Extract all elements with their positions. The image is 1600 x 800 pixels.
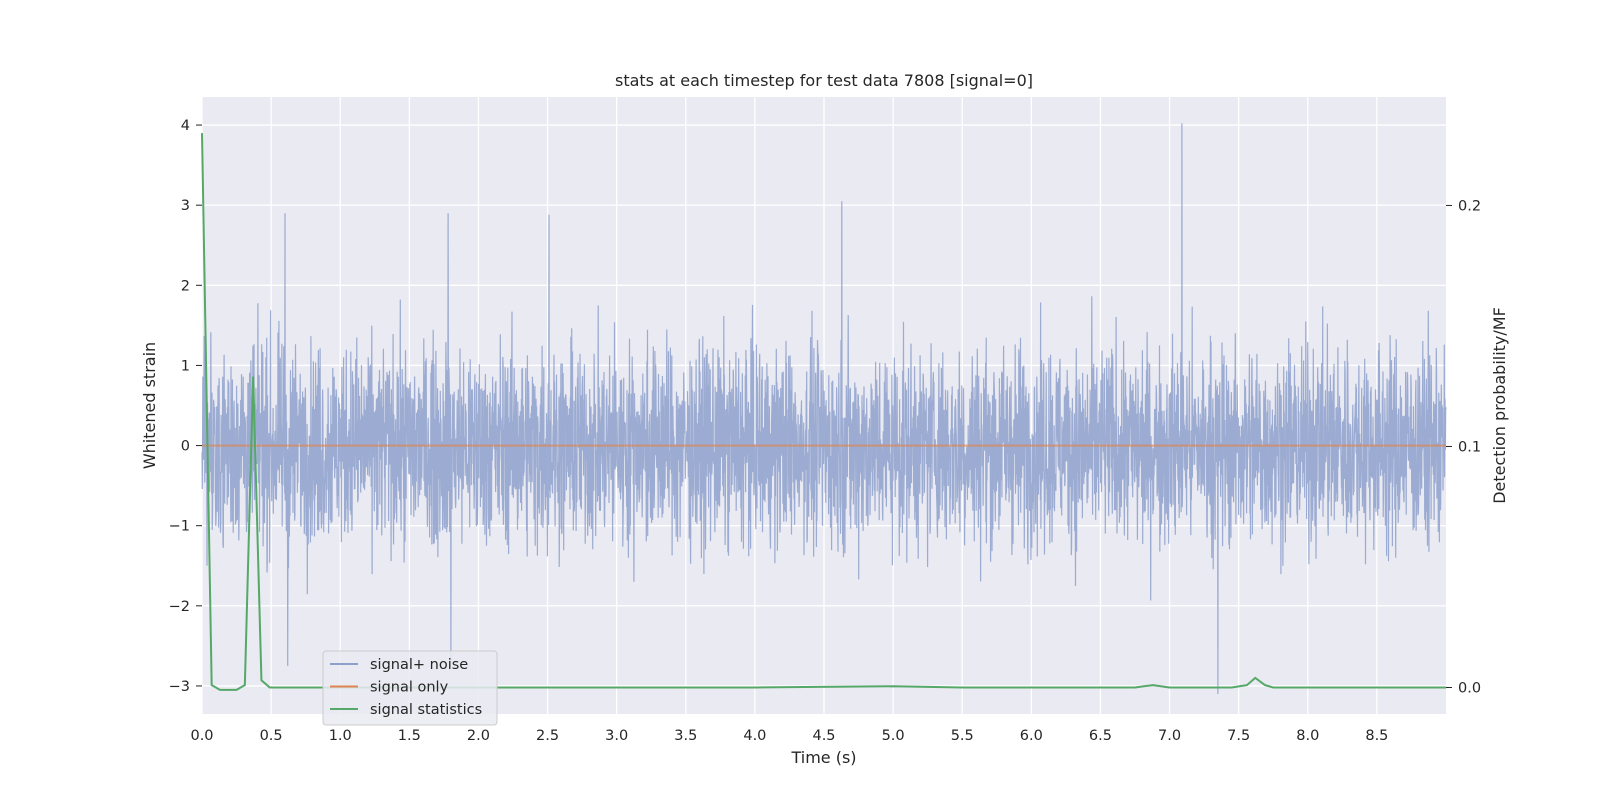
y2-tick-label: 0.2: [1458, 198, 1481, 214]
x-tick-label: 2.0: [467, 728, 490, 744]
legend-label: signal statistics: [370, 702, 482, 718]
legend-label: signal+ noise: [370, 657, 468, 673]
x-tick-label: 4.0: [743, 728, 766, 744]
x-tick-label: 3.0: [605, 728, 628, 744]
chart-title: stats at each timestep for test data 780…: [615, 71, 1033, 90]
y2-axis-label: Detection probability/MF: [1490, 307, 1509, 504]
x-tick-label: 8.0: [1296, 728, 1319, 744]
legend: signal+ noise signal only signal statistic…: [322, 650, 498, 726]
x-tick-label: 2.5: [536, 728, 559, 744]
y-tick-label: −3: [169, 679, 190, 695]
x-tick-label: 7.5: [1227, 728, 1250, 744]
x-tick-label: 5.0: [882, 728, 905, 744]
line-signal-statistics: [201, 133, 1446, 691]
x-tick-label: 0.5: [260, 728, 283, 744]
x-tick-label: 8.5: [1365, 728, 1388, 744]
x-tick-label: 0.0: [190, 728, 213, 744]
y-axis-ticks: −3 −2 −1 0 1 2 3 4: [169, 118, 202, 695]
x-tick-label: 7.0: [1158, 728, 1181, 744]
x-tick-label: 1.0: [329, 728, 352, 744]
line-signal-noise: [201, 123, 1447, 695]
y-axis-label: Whitened strain: [140, 342, 159, 469]
legend-box: [322, 650, 498, 726]
y-tick-label: −2: [169, 599, 190, 615]
y-tick-label: 0: [181, 439, 190, 455]
series-signal-noise: [201, 123, 1447, 695]
series-signal-statistics: [201, 133, 1446, 691]
x-axis-label: Time (s): [790, 748, 856, 767]
y-tick-label: 3: [181, 198, 190, 214]
y-tick-label: 1: [181, 358, 190, 374]
y-tick-label: 2: [181, 278, 190, 294]
y2-tick-label: 0.1: [1458, 439, 1481, 455]
y-tick-label: −1: [169, 519, 190, 535]
x-tick-label: 3.5: [674, 728, 697, 744]
y2-axis-ticks: 0.0 0.1 0.2: [1446, 198, 1481, 696]
y2-tick-label: 0.0: [1458, 680, 1481, 696]
y-tick-label: 4: [181, 118, 190, 134]
x-tick-label: 6.5: [1089, 728, 1112, 744]
x-tick-label: 6.0: [1020, 728, 1043, 744]
legend-label: signal only: [370, 680, 449, 696]
x-tick-label: 4.5: [812, 728, 835, 744]
x-tick-label: 1.5: [398, 728, 421, 744]
x-axis-ticks: 0.0 0.5 1.0 1.5 2.0 2.5 3.0 3.5 4.0 4.5 5.0 5.5 6.0 6…: [190, 728, 1388, 744]
x-tick-label: 5.5: [951, 728, 974, 744]
